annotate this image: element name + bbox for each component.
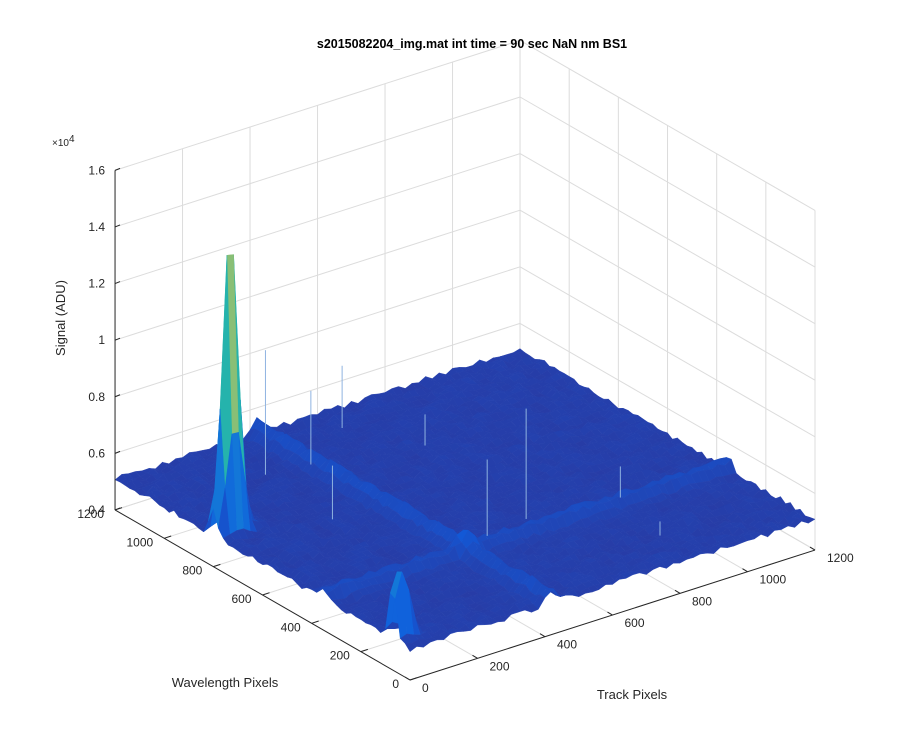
- grid-line: [114, 153, 521, 285]
- x-tick: [607, 611, 613, 616]
- z-tick-label: 0.8: [88, 390, 105, 404]
- y-tick: [164, 535, 172, 539]
- y-axis-label: Wavelength Pixels: [172, 675, 279, 690]
- z-tick: [114, 450, 121, 454]
- y-tick: [213, 563, 221, 568]
- y-tick: [311, 620, 319, 624]
- grid-line: [114, 266, 521, 398]
- z-tick-label: 1.6: [88, 163, 105, 177]
- x-tick-label: 800: [692, 594, 712, 608]
- x-tick: [472, 654, 478, 659]
- surface-patch: [404, 642, 418, 652]
- z-tick: [114, 394, 121, 398]
- axes-frame: [114, 167, 816, 681]
- x-tick-label: 1000: [760, 573, 787, 587]
- z-tick-label: 0.6: [88, 446, 105, 460]
- z-tick: [114, 224, 121, 228]
- y-tick-label: 1000: [126, 535, 153, 549]
- x-tick: [674, 589, 681, 594]
- z-axis-label: Signal (ADU): [53, 280, 68, 356]
- tick-labels: 0.4 0.6 0.8 1 1.2 1.4 1.6 0 200 400 600 800 1000 1200…: [77, 163, 854, 695]
- chart-title: s2015082204_img.mat int time = 90 sec Na…: [317, 37, 627, 51]
- grid-line: [114, 96, 521, 228]
- x-tick-label: 0: [422, 681, 429, 695]
- z-tick: [114, 167, 121, 171]
- grid-line: [519, 153, 816, 325]
- y-tick-label: 200: [330, 649, 350, 663]
- y-tick: [360, 648, 368, 653]
- z-tick: [114, 337, 121, 341]
- surface-patch: [512, 348, 526, 354]
- y-tick-label: 0: [392, 677, 399, 691]
- z-tick-label: 1.4: [88, 220, 105, 234]
- grid-line: [519, 96, 816, 268]
- grid-line: [114, 322, 521, 454]
- x-tick: [404, 676, 411, 681]
- grid-line: [519, 266, 816, 438]
- z-tick-label: 1: [98, 333, 105, 347]
- grid-line: [114, 209, 521, 341]
- y-tick-label: 400: [281, 620, 301, 634]
- x-tick: [809, 546, 816, 551]
- y-tick-label: 1200: [77, 507, 104, 521]
- x-tick: [539, 633, 546, 638]
- cosmic-ray-spikes: [264, 350, 661, 536]
- z-tick-label: 0.4: [88, 503, 105, 517]
- y-tick-label: 800: [182, 564, 202, 578]
- x-tick: [742, 568, 748, 573]
- z-tick: [114, 281, 121, 285]
- x-tick-label: 400: [557, 638, 577, 652]
- y-tick-label: 600: [231, 592, 251, 606]
- x-tick-label: 600: [625, 616, 645, 630]
- z-exponent-power: 4: [69, 134, 75, 145]
- z-tick-label: 1.2: [88, 277, 105, 291]
- x-tick-label: 1200: [827, 551, 854, 565]
- y-tick: [262, 592, 270, 596]
- z-exponent-label: ×104: [52, 134, 75, 149]
- grid-line: [114, 39, 521, 171]
- grid-line: [519, 322, 816, 494]
- x-tick-label: 200: [490, 659, 510, 673]
- y-tick: [409, 677, 418, 681]
- x-axis-label: Track Pixels: [597, 687, 668, 702]
- grid-line: [519, 39, 816, 211]
- z-exponent-base: ×10: [52, 138, 69, 149]
- y-tick: [114, 507, 123, 511]
- signal-surface: [114, 254, 816, 652]
- grid-line: [519, 209, 816, 381]
